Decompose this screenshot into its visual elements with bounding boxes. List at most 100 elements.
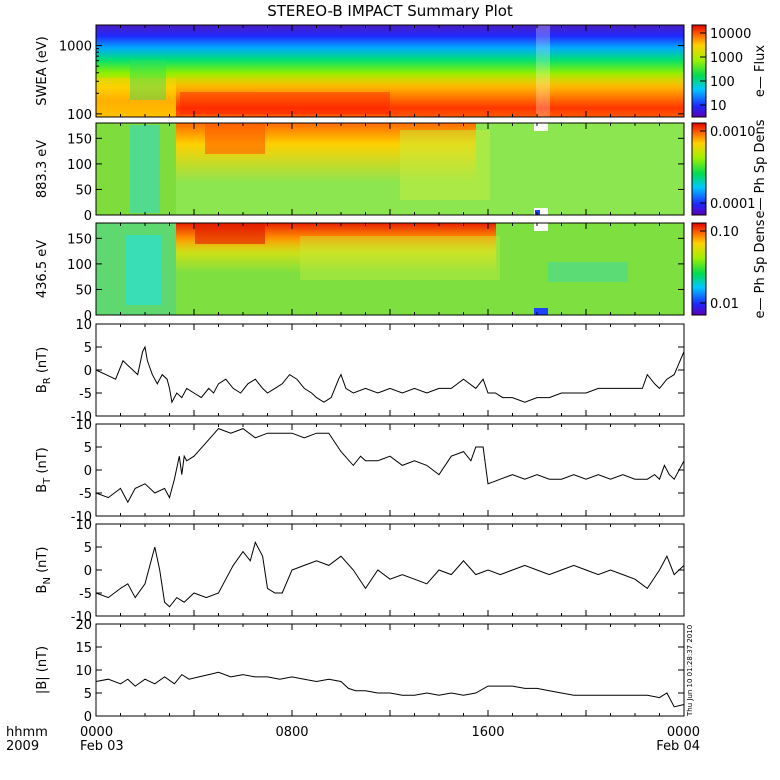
- pad436-ylabel: 436.5 eV: [35, 240, 50, 298]
- pad883-ytick-label: 150: [67, 132, 92, 147]
- bt-ytick-label: 0: [84, 464, 92, 479]
- bt-ytick-label: -10: [71, 510, 92, 525]
- pad436-colorbar: [691, 222, 707, 316]
- x-axis-label-bottom: 2009: [6, 739, 39, 754]
- bmag-ylabel: |B| (nT): [35, 646, 50, 694]
- bt-y-ticks: -10 -5 0 5 10: [71, 418, 685, 525]
- pad883-panel: 0 50 100 150 883.3 eV 0.0001 0.0010 e— Ph Sp…: [35, 119, 768, 224]
- bt-ytick-label: 10: [75, 418, 92, 433]
- pad436-gap-top: [534, 223, 548, 231]
- x-tick-label: 0000: [667, 725, 700, 740]
- swea-ytick-label: 1000: [59, 40, 92, 55]
- br-ylabel-unit: (nT): [35, 347, 50, 377]
- pad883-ytick-label: 0: [84, 209, 92, 224]
- bmag-ytick-label: 15: [75, 641, 92, 656]
- pad436-mid-region: [300, 236, 500, 280]
- x-tick-date-label: Feb 04: [656, 739, 700, 754]
- bn-series-line: [95, 541, 685, 608]
- pad436-colorbar-label: e— Ph Sp Dens: [753, 219, 768, 318]
- pad883-ytick-label: 50: [75, 183, 92, 198]
- swea-colorbar: [691, 24, 707, 118]
- x-axis-label-top: hhmm: [6, 725, 48, 740]
- pad436-panel: 0 50 100 150 436.5 eV 0.01 0.10 e— Ph Sp Den…: [35, 219, 768, 324]
- pad883-mid-region: [400, 130, 490, 200]
- bn-ylabel: BN (nT): [35, 547, 53, 594]
- bn-y-ticks: -10 -5 0 5 10: [71, 518, 685, 625]
- pad883-cool-region: [130, 125, 160, 213]
- bn-ytick-label: 5: [84, 541, 92, 556]
- swea-colorbar-ticks: 10 100 1000 10000: [700, 27, 751, 114]
- swea-colorbar-tick-label: 10: [710, 99, 727, 114]
- br-ytick-label: -10: [71, 410, 92, 425]
- pad436-hot-core: [195, 224, 265, 244]
- pad436-ytick-label: 0: [84, 309, 92, 324]
- pad436-ytick-label: 50: [75, 283, 92, 298]
- bmag-y-ticks: 0 5 10 15 20: [75, 618, 685, 725]
- bmag-ytick-label: 10: [75, 664, 92, 679]
- br-y-ticks: -10 -5 0 5 10: [71, 318, 685, 425]
- swea-panel: 100 1000 SWEA (eV) 10 100 1000 10000 e— Flux: [35, 24, 768, 123]
- br-ytick-label: 5: [84, 341, 92, 356]
- swea-hot-core: [180, 92, 390, 114]
- bt-panel: -10 -5 0 5 10 BT (nT): [35, 418, 685, 525]
- pad883-colorbar-ticks: 0.0001 0.0010: [700, 125, 756, 212]
- br-ytick-label: 0: [84, 364, 92, 379]
- swea-hot-region: [176, 72, 684, 117]
- bmag-ytick-label: 5: [84, 687, 92, 702]
- bmag-series-line: [95, 671, 685, 708]
- swea-colorbar-label: e— Flux: [753, 45, 768, 97]
- swea-y-ticks: 100 1000: [59, 24, 685, 123]
- bmag-frame: [95, 623, 685, 717]
- pad883-y-ticks: 0 50 100 150: [67, 123, 685, 224]
- br-ylabel-main: B: [35, 384, 50, 393]
- bn-ylabel-main: B: [35, 585, 50, 594]
- bt-frame: [95, 423, 685, 517]
- bmag-panel: 0 5 10 15 20 |B| (nT) Thu Jun 10 01:28:37 20…: [35, 618, 694, 725]
- pad436-ytick-label: 100: [67, 258, 92, 273]
- pad436-teal-region: [548, 262, 628, 282]
- bn-ytick-label: 0: [84, 564, 92, 579]
- br-frame: [95, 323, 685, 417]
- x-tick-label: 0000: [80, 725, 113, 740]
- plot-title: STEREO-B IMPACT Summary Plot: [267, 2, 513, 20]
- pad436-y-ticks: 0 50 100 150: [67, 223, 685, 324]
- pad883-gap-bottom: [534, 208, 548, 215]
- pad883-colorbar: [691, 122, 707, 216]
- bn-ytick-label: -5: [79, 587, 92, 602]
- swea-gap: [536, 25, 550, 117]
- bn-panel: -10 -5 0 5 10 BN (nT): [35, 518, 685, 625]
- br-ylabel: BR (nT): [35, 347, 53, 393]
- bt-ytick-label: 5: [84, 441, 92, 456]
- swea-colorbar-tick-label: 100: [710, 75, 735, 90]
- pad883-colorbar-tick-label: 0.0001: [710, 197, 756, 212]
- br-ylabel-sub: R: [42, 377, 53, 384]
- pad436-colorbar-tick-label: 0.10: [710, 225, 739, 240]
- bt-ylabel-sub: T: [42, 477, 53, 485]
- pad436-cool-region: [126, 235, 162, 305]
- pad436-gap-dot: [534, 308, 548, 315]
- swea-early-low: [96, 78, 176, 117]
- br-panel: -10 -5 0 5 10 BR (nT): [35, 318, 685, 425]
- pad883-ylabel: 883.3 eV: [35, 140, 50, 198]
- pad883-colorbar-tick-label: 0.0010: [710, 125, 756, 140]
- pad883-gap-top: [534, 123, 548, 131]
- swea-early-cool: [130, 60, 166, 100]
- swea-ylabel: SWEA (eV): [35, 36, 50, 105]
- bn-ylabel-sub: N: [42, 577, 53, 584]
- swea-ytick-label: 100: [67, 108, 92, 123]
- x-tick-label: 1600: [471, 725, 504, 740]
- x-tick-date-label: Feb 03: [80, 739, 124, 754]
- pad436-colorbar-tick-label: 0.01: [710, 297, 739, 312]
- bn-ytick-label: 10: [75, 518, 92, 533]
- x-tick-label: 0800: [275, 725, 308, 740]
- bmag-ytick-label: 20: [75, 618, 92, 633]
- pad436-ytick-label: 150: [67, 232, 92, 247]
- bn-ylabel-unit: (nT): [35, 547, 50, 577]
- bt-ylabel-unit: (nT): [35, 447, 50, 477]
- bt-ylabel-main: B: [35, 484, 50, 493]
- bn-ytick-label: -10: [71, 610, 92, 625]
- pad436-colorbar-ticks: 0.01 0.10: [700, 225, 739, 312]
